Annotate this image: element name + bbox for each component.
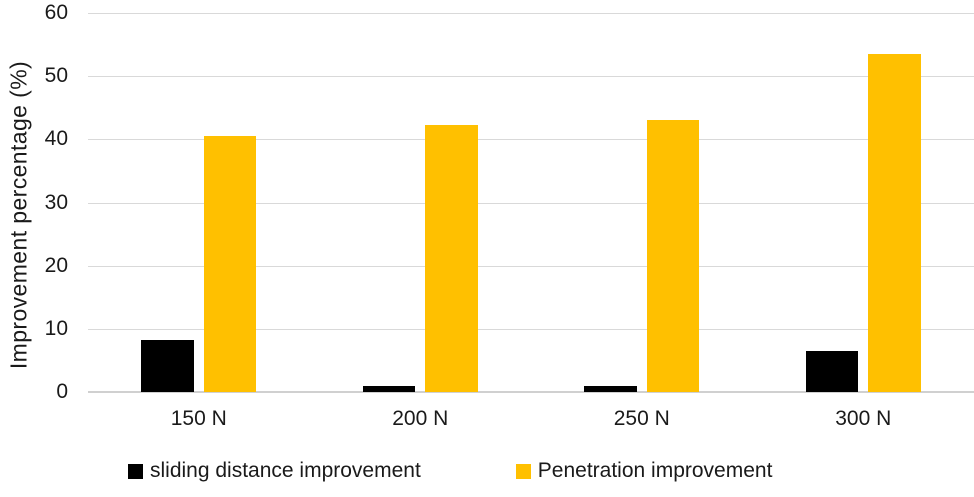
gridline-60 (88, 13, 974, 14)
gridline-10 (88, 328, 974, 330)
y-tick-label-40: 40 (44, 127, 68, 151)
bar-penetration-improvement-300-n (868, 54, 921, 392)
gridline-30 (88, 202, 974, 204)
y-tick-label-0: 0 (56, 380, 68, 403)
gridline-50 (88, 76, 974, 78)
x-tick-label-200-n: 200 N (392, 407, 449, 430)
legend-swatch-sliding-distance-improvement (128, 463, 143, 479)
y-tick-label-50: 50 (44, 64, 68, 88)
y-tick-label-20: 20 (44, 253, 68, 277)
x-tick-label-150-n: 150 N (170, 407, 227, 430)
bar-penetration-improvement-250-n (646, 120, 700, 392)
x-tick-label-300-n: 300 N (835, 407, 892, 430)
x-axis-line (88, 391, 974, 393)
legend-swatch-penetration-improvement (515, 463, 531, 479)
bar-sliding-distance-improvement-300-n (805, 350, 859, 392)
legend: sliding distance improvement Penetration… (128, 458, 772, 484)
gridline-20 (88, 265, 974, 267)
legend-label-penetration-improvement: Penetration improvement (537, 459, 773, 482)
gridline-40 (88, 139, 974, 141)
bar-sliding-distance-improvement-250-n (584, 386, 637, 392)
x-tick-label-250-n: 250 N (613, 407, 670, 430)
y-tick-label-30: 30 (44, 190, 68, 214)
bar-penetration-improvement-200-n (425, 124, 478, 392)
legend-label-sliding-distance-improvement: sliding distance improvement (150, 459, 421, 482)
y-tick-label-60: 60 (44, 1, 68, 24)
y-tick-label-10: 10 (44, 316, 68, 340)
bar-penetration-improvement-150-n (203, 136, 257, 392)
legend-item-penetration-improvement: Penetration improvement (515, 458, 773, 484)
bar-sliding-distance-improvement-200-n (362, 386, 416, 392)
bar-sliding-distance-improvement-150-n (141, 339, 194, 392)
legend-item-sliding-distance-improvement: sliding distance improvement (128, 458, 421, 484)
